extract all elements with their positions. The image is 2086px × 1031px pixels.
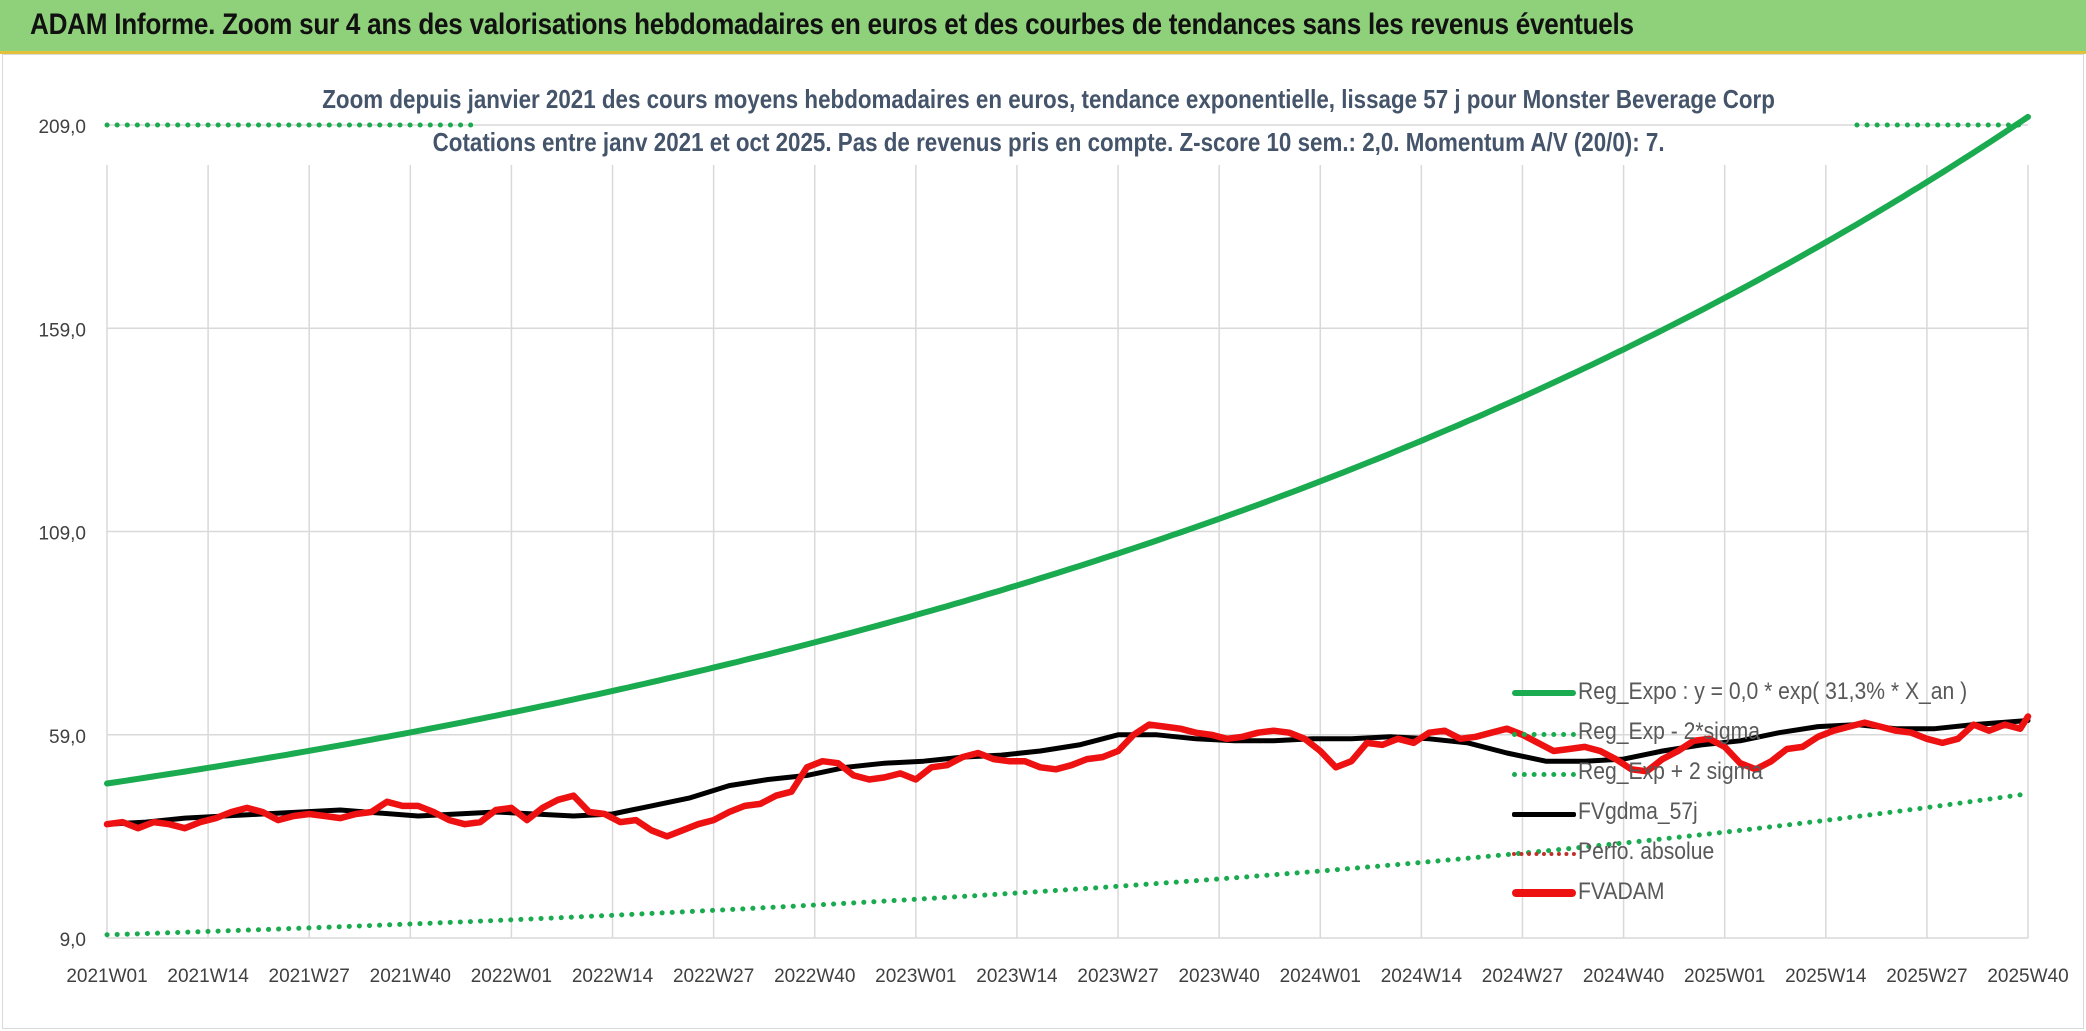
report-title: ADAM Informe. Zoom sur 4 ans des valoris… — [30, 8, 1634, 41]
legend-swatch-fvgdma — [1512, 812, 1576, 817]
legend-label-fvadam: FVADAM — [1578, 878, 1665, 905]
x-tick-label: 2025W14 — [1785, 966, 1867, 987]
legend-swatch-reg-expo — [1512, 690, 1576, 696]
x-tick-label: 2024W14 — [1381, 966, 1463, 987]
chart-subtitle: Cotations entre janv 2021 et oct 2025. P… — [432, 127, 1665, 157]
x-tick-label: 2022W27 — [673, 966, 754, 987]
x-tick-label: 2025W01 — [1684, 966, 1765, 987]
chart-title: Zoom depuis janvier 2021 des cours moyen… — [322, 84, 1775, 114]
legend-swatch-perfo — [1512, 852, 1576, 856]
y-tick-label: 9,0 — [60, 930, 86, 951]
legend-item-fvadam: FVADAM — [1512, 874, 2072, 912]
series-fvgdma-line — [104, 718, 2031, 827]
x-tick-label: 2024W01 — [1280, 966, 1361, 987]
x-tick-label: 2021W40 — [370, 966, 451, 987]
legend-label-reg-exp-plus: Reg_Exp + 2 sigma — [1578, 758, 1763, 785]
y-tick-label: 159,0 — [38, 320, 86, 341]
x-tick-label: 2021W27 — [269, 966, 350, 987]
legend-item-fvgdma: FVgdma_57j — [1512, 794, 2072, 832]
x-tick-label: 2023W01 — [875, 966, 956, 987]
y-tick-label: 109,0 — [38, 524, 86, 545]
x-tick-label: 2022W14 — [572, 966, 654, 987]
x-tick-label: 2023W14 — [976, 966, 1058, 987]
legend-swatch-reg-exp-minus — [1512, 732, 1576, 737]
legend-swatch-fvadam — [1512, 889, 1576, 897]
x-tick-label: 2021W01 — [66, 966, 147, 987]
series-fvadam-line — [103, 713, 2032, 840]
report-banner: ADAM Informe. Zoom sur 4 ans des valoris… — [0, 0, 2086, 54]
x-tick-label: 2022W01 — [471, 966, 552, 987]
chart-frame — [2, 54, 2084, 1029]
x-tick-label: 2021W14 — [167, 966, 249, 987]
legend-label-reg-expo: Reg_Expo : y = 0,0 * exp( 31,3% * X_an ) — [1578, 678, 1968, 705]
x-tick-label: 2023W27 — [1077, 966, 1158, 987]
x-tick-label: 2024W27 — [1482, 966, 1563, 987]
x-tick-label: 2024W40 — [1583, 966, 1664, 987]
legend-label-fvgdma: FVgdma_57j — [1578, 798, 1698, 825]
x-tick-label: 2025W27 — [1886, 966, 1967, 987]
x-tick-label: 2022W40 — [774, 966, 855, 987]
legend-label-reg-exp-minus: Reg_Exp - 2*sigma — [1578, 718, 1760, 745]
y-tick-label: 209,0 — [38, 117, 86, 138]
legend-item-reg-exp-plus: Reg_Exp + 2 sigma — [1512, 754, 2072, 792]
legend-item-perfo: Perfo. absolue — [1512, 834, 2072, 872]
y-tick-label: 59,0 — [49, 727, 86, 748]
x-tick-label: 2025W40 — [1987, 966, 2068, 987]
legend-swatch-reg-exp-plus — [1512, 772, 1576, 777]
legend-item-reg-expo: Reg_Expo : y = 0,0 * exp( 31,3% * X_an ) — [1512, 674, 2072, 712]
series-reg-expo-line — [104, 113, 2031, 787]
series-reg-exp-minus-line — [104, 791, 2031, 938]
legend-item-reg-exp-minus: Reg_Exp - 2*sigma — [1512, 714, 2072, 752]
legend-label-perfo: Perfo. absolue — [1578, 838, 1715, 865]
x-tick-label: 2023W40 — [1178, 966, 1259, 987]
